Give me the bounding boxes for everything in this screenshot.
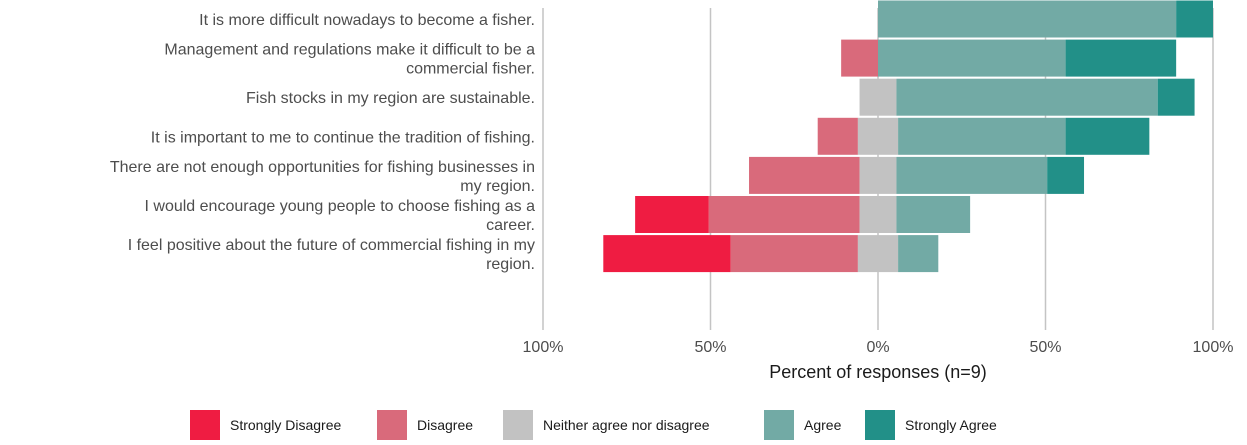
legend-swatch (764, 410, 794, 440)
legend-item: Strongly Agree (865, 410, 997, 440)
bar-segment (730, 235, 858, 273)
x-tick-label: 100% (523, 339, 564, 356)
x-tick-label: 0% (866, 339, 889, 356)
x-tick-label: 50% (694, 339, 726, 356)
bar-segment (859, 196, 897, 233)
bars (603, 0, 1213, 273)
bar-segment (898, 235, 939, 273)
legend-item: Neither agree nor disagree (503, 410, 710, 440)
legend-swatch (503, 410, 533, 440)
category-label: It is important to me to continue the tr… (151, 129, 535, 146)
bar-segment (878, 0, 1177, 38)
bar-segment (817, 117, 858, 155)
bar-segment (896, 196, 971, 233)
legend-label: Neither agree nor disagree (543, 417, 710, 433)
category-label: Fish stocks in my region are sustainable… (246, 90, 535, 107)
legend-item: Agree (764, 410, 841, 440)
category-label: I feel positive about the future of comm… (128, 237, 535, 273)
bar-segment (857, 235, 899, 273)
legend: Strongly Disagree Disagree Neither agree n… (0, 410, 1247, 440)
bar-segment (841, 39, 878, 77)
likert-chart: It is more difficult nowadays to become … (110, 0, 1234, 382)
x-tick-label: 100% (1193, 339, 1234, 356)
bar-segment (878, 39, 1066, 77)
bar-segment (859, 156, 897, 194)
bar-segment (708, 196, 860, 233)
category-label: There are not enough opportunities for f… (110, 159, 535, 195)
legend-swatch (865, 410, 895, 440)
category-label: I would encourage young people to choose… (145, 198, 536, 234)
bar-segment (896, 78, 1158, 116)
bar-segment (1157, 78, 1195, 116)
bar-segment (1065, 39, 1177, 77)
legend-label: Strongly Agree (905, 417, 997, 433)
x-axis-title: Percent of responses (n=9) (769, 362, 987, 382)
bar-segment (749, 156, 860, 194)
legend-item: Strongly Disagree (190, 410, 341, 440)
bar-segment (1065, 117, 1150, 155)
bar-segment (896, 156, 1048, 194)
bar-segment (1176, 0, 1213, 38)
legend-swatch (190, 410, 220, 440)
x-tick-label: 50% (1029, 339, 1061, 356)
bar-segment (857, 117, 899, 155)
legend-label: Disagree (417, 417, 474, 433)
bar-segment (635, 196, 709, 233)
category-labels: It is more difficult nowadays to become … (110, 12, 535, 273)
bar-segment (859, 78, 897, 116)
bar-segment (603, 235, 731, 273)
bar-segment (1047, 156, 1085, 194)
legend-label: Strongly Disagree (230, 417, 342, 433)
legend-swatch (377, 410, 407, 440)
legend-item: Disagree (377, 410, 473, 440)
bar-segment (898, 117, 1066, 155)
category-label: It is more difficult nowadays to become … (199, 12, 535, 29)
x-tick-labels: 100% 50% 0% 50% 100% (523, 339, 1234, 356)
category-label: Management and regulations make it diffi… (164, 42, 535, 78)
legend-label: Agree (804, 417, 842, 433)
